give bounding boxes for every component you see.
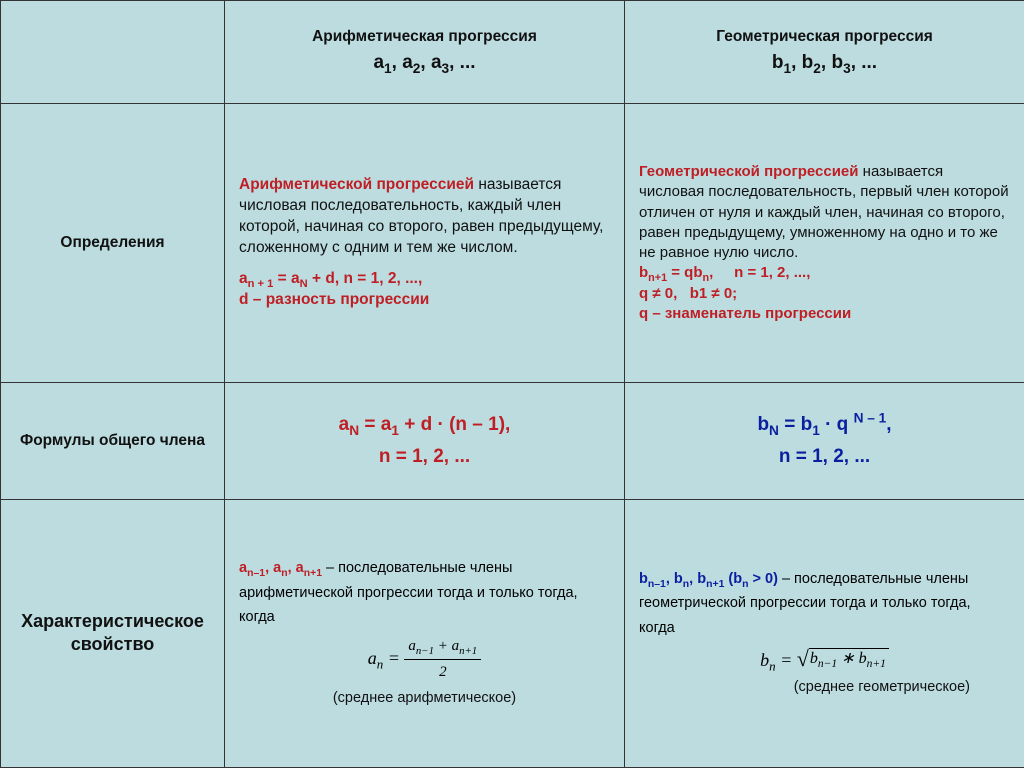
definition-label: Определения: [1, 103, 225, 383]
geom-char-lhs: bn =: [760, 650, 797, 670]
arith-def-title: Арифметической прогрессией: [239, 176, 474, 193]
geom-def-title: Геометрической прогрессией: [639, 163, 859, 180]
arith-general-1: aN = a1 + d · (n – 1),: [239, 412, 610, 438]
arith-general-2: n = 1, 2, ...: [239, 444, 610, 470]
characteristic-row: Характеристическое свойство an–1, an, an…: [1, 499, 1024, 767]
geom-char-dash: –: [782, 571, 794, 587]
arith-char-num: an−1 + an+1: [404, 634, 481, 661]
arith-char-seq: an–1, an, an+1: [239, 560, 322, 576]
geom-def-formula-2: q ≠ 0, b1 ≠ 0;: [639, 284, 1010, 304]
arith-def-formula-1: an + 1 = aN + d, n = 1, 2, ...,: [239, 269, 610, 290]
geom-general-2: n = 1, 2, ...: [639, 444, 1010, 470]
geom-definition-cell: Геометрической прогрессией называется чи…: [625, 103, 1024, 383]
geom-general-cell: bN = b1 · q N – 1, n = 1, 2, ...: [625, 383, 1024, 499]
geom-title: Геометрическая прогрессия: [716, 28, 933, 45]
formula-label: Формулы общего члена: [1, 383, 225, 499]
header-arithmetic: Арифметическая прогрессия а1, a2, a3, ..…: [225, 1, 625, 104]
header-geometric: Геометрическая прогрессия b1, b2, b3, ..…: [625, 1, 1024, 104]
geom-char-seq: bn–1, bn, bn+1 (bn > 0): [639, 571, 778, 587]
arith-def-formula-2: d – разность прогрессии: [239, 290, 610, 311]
arith-sequence: а1, a2, a3, ...: [239, 50, 610, 76]
geom-def-formula-1: bn+1 = qbn, n = 1, 2, ...,: [639, 263, 1010, 283]
arith-char-note: (среднее арифметическое): [239, 686, 610, 711]
progression-comparison-table: Арифметическая прогрессия а1, a2, a3, ..…: [0, 0, 1024, 768]
radical-icon: √: [797, 648, 809, 670]
geom-sequence: b1, b2, b3, ...: [639, 50, 1010, 76]
geom-char-cell: bn–1, bn, bn+1 (bn > 0) – последова­тель…: [625, 499, 1024, 767]
arith-char-fraction: an−1 + an+1 2: [404, 634, 481, 686]
general-formula-row: Формулы общего члена aN = a1 + d · (n – …: [1, 383, 1024, 499]
arith-general-cell: aN = a1 + d · (n – 1), n = 1, 2, ...: [225, 383, 625, 499]
char-label: Характеристическое свойство: [1, 499, 225, 767]
geom-char-sqrt: √ bn−1 ∗ bn+1: [797, 648, 889, 670]
geom-char-radicand: bn−1 ∗ bn+1: [809, 648, 889, 670]
header-empty: [1, 1, 225, 104]
geom-general-1: bN = b1 · q N – 1,: [639, 412, 1010, 438]
arith-title: Арифметическая прогрессия: [312, 28, 537, 45]
header-row: Арифметическая прогрессия а1, a2, a3, ..…: [1, 1, 1024, 104]
geom-def-formula-3: q – знаменатель прогрессии: [639, 304, 1010, 324]
arith-char-dash: –: [326, 560, 338, 576]
arith-char-lhs: an =: [368, 648, 405, 668]
arith-char-den: 2: [404, 660, 481, 686]
geom-char-note: (среднее геометрическое): [639, 675, 1010, 700]
arith-char-cell: an–1, an, an+1 – последовательные члены …: [225, 499, 625, 767]
definition-row: Определения Арифметической прогрессией н…: [1, 103, 1024, 383]
arith-definition-cell: Арифметической прогрессией называется чи…: [225, 103, 625, 383]
